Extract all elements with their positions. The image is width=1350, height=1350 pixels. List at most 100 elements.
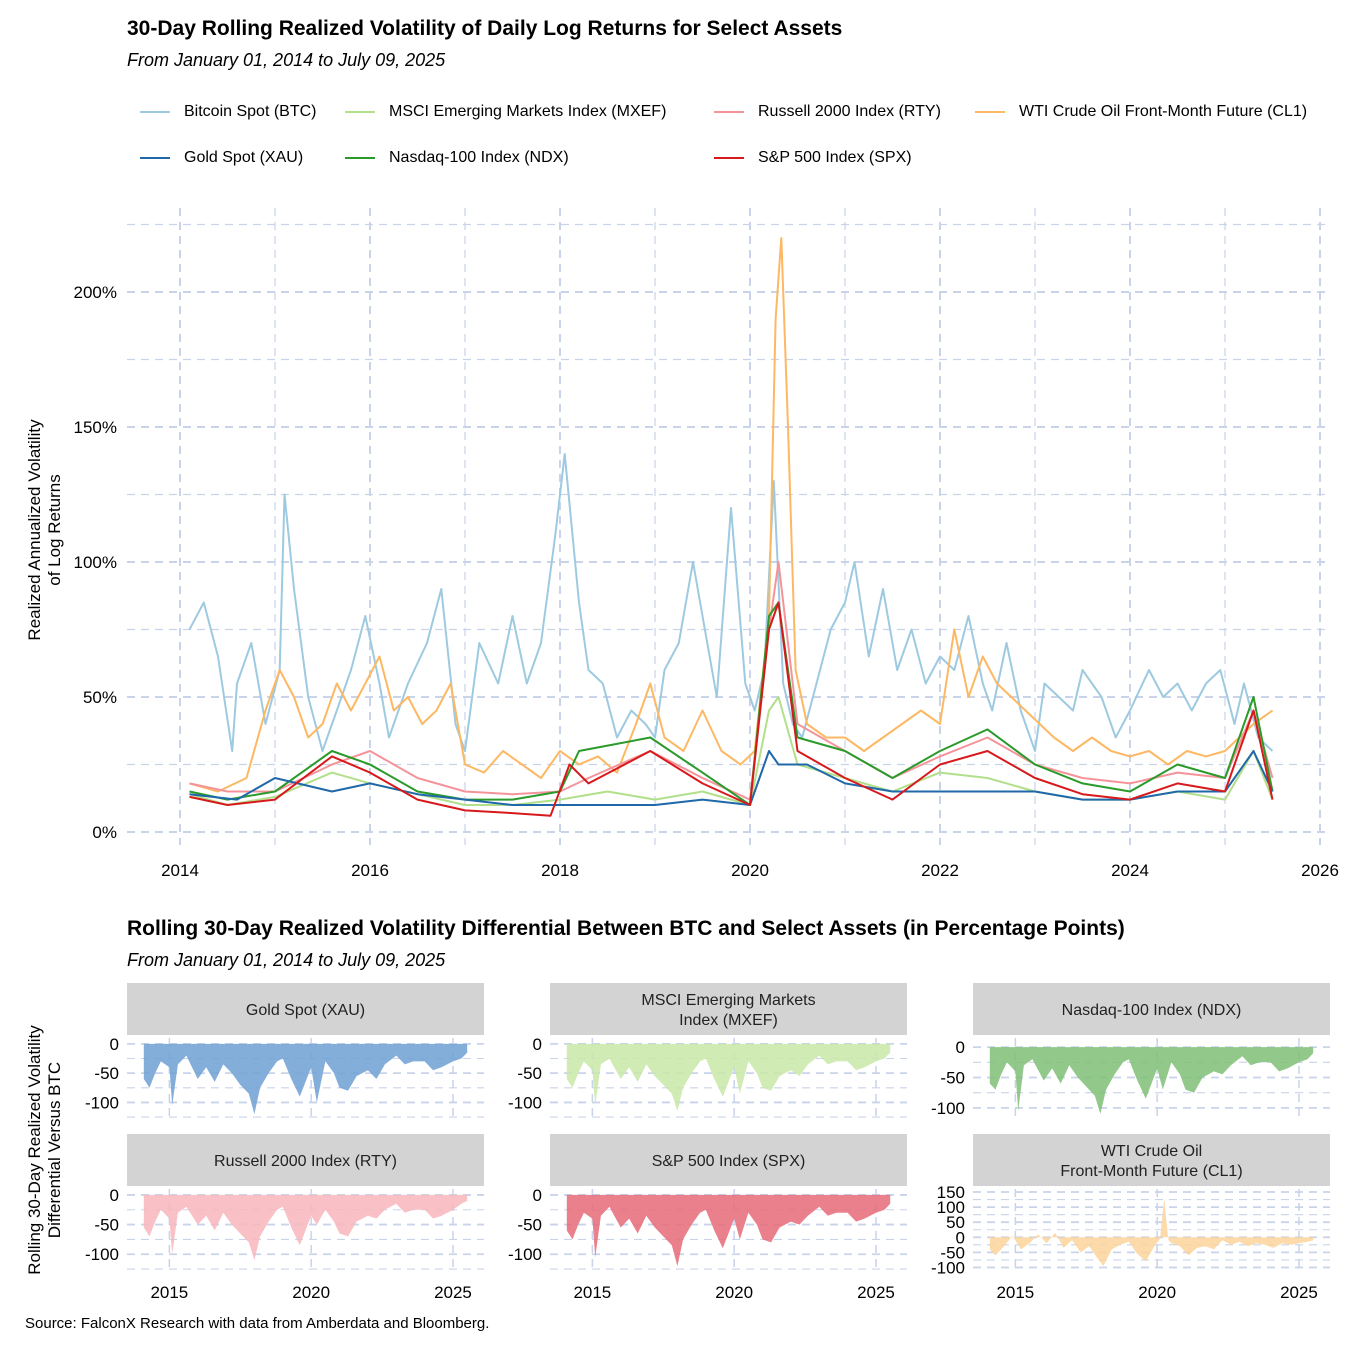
legend-label: Russell 2000 Index (RTY) (758, 103, 941, 120)
y-tick-label: 100% (74, 553, 117, 572)
facet-strip (973, 983, 1330, 1035)
facet-y-tick-label: -50 (517, 1064, 542, 1083)
facet-strip (973, 1134, 1330, 1186)
legend-item: WTI Crude Oil Front-Month Future (CL1) (975, 102, 1307, 122)
facet-strip (127, 983, 484, 1035)
series-line (189, 750, 1274, 806)
facet-strip-label: Nasdaq-100 Index (NDX) (1062, 1002, 1242, 1019)
series-line (189, 601, 1274, 806)
x-tick-label: 2024 (1111, 861, 1149, 880)
differential-area (566, 1194, 891, 1267)
legend-label: Nasdaq-100 Index (NDX) (389, 149, 569, 166)
legend-swatch (714, 157, 744, 159)
y-tick-label: 50% (83, 688, 117, 707)
facet-y-tick-label: -100 (931, 1099, 965, 1118)
facet-strip (550, 1134, 907, 1186)
differential-area (566, 1043, 891, 1112)
facet-x-tick-label: 2015 (996, 1283, 1034, 1302)
facet-panel: S&P 500 Index (SPX) 0 -50 -100 2015 2020 2025 (508, 1134, 907, 1302)
facet-y-tick-label: 0 (956, 1038, 965, 1057)
facet-x-tick-label: 2025 (1280, 1283, 1318, 1302)
diff-chart-title: Rolling 30-Day Realized Volatility Diffe… (127, 917, 1125, 940)
main-chart-title: 30-Day Rolling Realized Volatility of Da… (127, 17, 843, 40)
facet-y-tick-label: 0 (956, 1228, 965, 1247)
facet-y-tick-label: 0 (110, 1186, 119, 1205)
y-tick-label: 150% (74, 418, 117, 437)
facet-strip-label: S&P 500 Index (SPX) (652, 1153, 806, 1170)
facet-y-tick-label: -50 (940, 1243, 965, 1262)
x-tick-label: 2026 (1301, 861, 1339, 880)
diff-chart-subtitle: From January 01, 2014 to July 09, 2025 (127, 950, 446, 970)
facet-x-tick-label: 2020 (715, 1283, 753, 1302)
legend-item: Russell 2000 Index (RTY) (714, 102, 941, 122)
series-line (188, 453, 1274, 752)
main-gridlines (127, 208, 1330, 845)
main-volatility-chart: 0% 50% 100% 150% 200% 2014 2016 2018 2020 2022 202… (74, 208, 1339, 880)
legend-label: Bitcoin Spot (BTC) (184, 103, 317, 120)
facet-strip (127, 1134, 484, 1186)
facet-strip-label: Front-Month Future (CL1) (1060, 1163, 1242, 1180)
facet-y-tick-label: 0 (110, 1035, 119, 1054)
legend-item: Bitcoin Spot (BTC) (140, 102, 316, 122)
facet-y-tick-label: 100 (937, 1198, 965, 1217)
facet-strip-label: WTI Crude Oil (1101, 1143, 1202, 1160)
differential-area (143, 1194, 468, 1261)
legend-item: S&P 500 Index (SPX) (714, 148, 912, 168)
facet-y-tick-label: -50 (94, 1216, 119, 1235)
legend-label: WTI Crude Oil Front-Month Future (CL1) (1019, 103, 1308, 120)
facet-y-tick-label: -100 (85, 1093, 119, 1112)
facet-strip (550, 983, 907, 1035)
legend-label: MSCI Emerging Markets Index (MXEF) (389, 103, 667, 120)
facet-x-tick-label: 2015 (150, 1283, 188, 1302)
legend-swatch (140, 157, 170, 159)
legend-swatch (345, 157, 375, 159)
x-tick-label: 2020 (731, 861, 769, 880)
x-tick-label: 2022 (921, 861, 959, 880)
facet-y-tick-label: -50 (517, 1216, 542, 1235)
facet-y-tick-label: 150 (937, 1183, 965, 1202)
y-tick-label: 200% (74, 283, 117, 302)
x-tick-label: 2016 (351, 861, 389, 880)
source-note: Source: FalconX Research with data from … (25, 1315, 490, 1332)
legend-item: MSCI Emerging Markets Index (MXEF) (345, 102, 666, 122)
facet-strip-label: MSCI Emerging Markets (641, 992, 815, 1009)
facet-x-tick-label: 2015 (573, 1283, 611, 1302)
facet-y-tick-label: -100 (508, 1093, 542, 1112)
facet-x-tick-label: 2025 (434, 1283, 472, 1302)
facet-y-tick-label: 0 (533, 1035, 542, 1054)
facet-y-tick-label: -100 (931, 1258, 965, 1277)
facet-x-tick-label: 2020 (1138, 1283, 1176, 1302)
facet-panel: Gold Spot (XAU) 0 -50 -100 (85, 983, 484, 1120)
differential-area (143, 1043, 468, 1115)
facet-y-tick-label: 50 (946, 1213, 965, 1232)
facet-y-tick-label: 0 (533, 1186, 542, 1205)
legend-swatch (140, 111, 170, 113)
y-tick-label: 0% (92, 823, 117, 842)
facet-y-tick-label: -100 (508, 1245, 542, 1264)
facet-y-tick-label: -50 (940, 1068, 965, 1087)
x-tick-label: 2018 (541, 861, 579, 880)
facet-panel: Nasdaq-100 Index (NDX) 0 -50 -100 (931, 983, 1330, 1120)
facet-strip-label: Gold Spot (XAU) (246, 1002, 365, 1019)
legend-swatch (714, 111, 744, 113)
facet-panel: MSCI Emerging Markets Index (MXEF) 0 -50 -10… (508, 983, 907, 1120)
differential-area (989, 1047, 1314, 1114)
facet-panel: Russell 2000 Index (RTY) 0 -50 -100 2015 2020… (85, 1134, 484, 1302)
legend-label: Gold Spot (XAU) (184, 149, 304, 166)
facet-strip-label: Russell 2000 Index (RTY) (214, 1153, 397, 1170)
facet-strip-label: Index (MXEF) (679, 1012, 778, 1029)
legend-label: S&P 500 Index (SPX) (758, 149, 912, 166)
facet-y-tick-label: -50 (94, 1064, 119, 1083)
facet-x-tick-label: 2020 (292, 1283, 330, 1302)
x-tick-label: 2014 (161, 861, 199, 880)
facet-y-tick-label: -100 (85, 1245, 119, 1264)
facet-x-tick-label: 2025 (857, 1283, 895, 1302)
legend-swatch (975, 111, 1005, 113)
differential-area (989, 1198, 1314, 1266)
legend-item: Nasdaq-100 Index (NDX) (345, 148, 569, 168)
legend-swatch (345, 111, 375, 113)
main-chart-subtitle: From January 01, 2014 to July 09, 2025 (127, 50, 446, 70)
series-line (189, 601, 1274, 817)
legend-item: Gold Spot (XAU) (140, 148, 303, 168)
